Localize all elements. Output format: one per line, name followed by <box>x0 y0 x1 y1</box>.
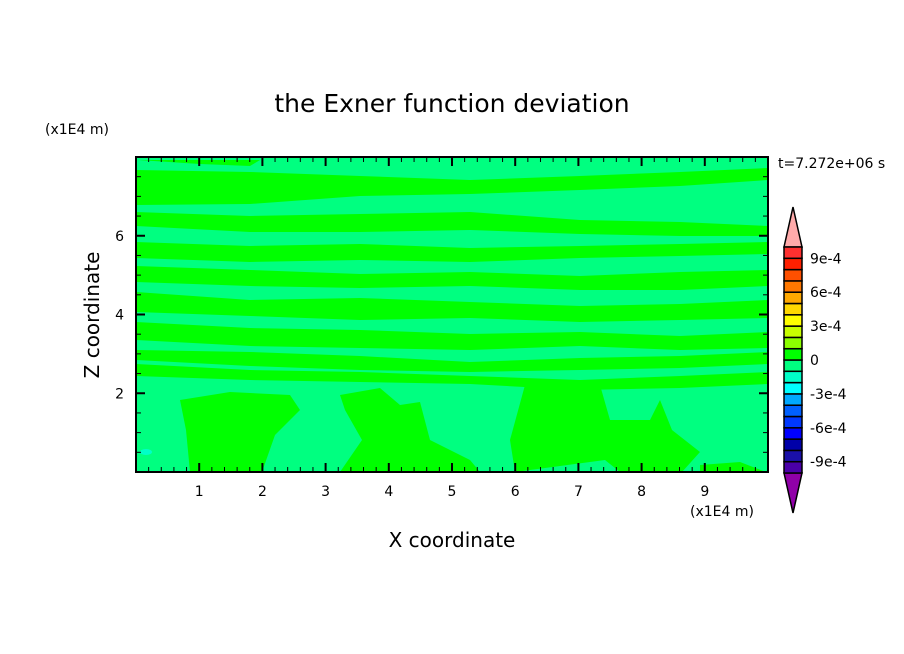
time-label: t=7.272e+06 s <box>778 156 885 172</box>
positive-region <box>700 462 766 472</box>
negative-spot <box>140 449 152 455</box>
colorbar-label: 9e-4 <box>810 251 842 267</box>
colorbar-segment <box>783 336 803 350</box>
y-unit-label: (x1E4 m) <box>45 122 109 138</box>
plot-frame <box>135 156 769 473</box>
colorbar-label: 0 <box>810 353 819 369</box>
colorbar-segment <box>783 415 803 429</box>
y-tick-label: 4 <box>115 308 124 324</box>
colorbar-segment <box>783 359 803 373</box>
x-tick-label: 5 <box>448 484 457 500</box>
colorbar-segment <box>783 257 803 271</box>
x-tick-label: 8 <box>637 484 646 500</box>
colorbar-segment <box>783 314 803 327</box>
colorbar-label: 3e-4 <box>810 319 842 335</box>
colorbar-segment <box>783 427 803 440</box>
y-tick-label: 2 <box>115 386 124 402</box>
colorbar-segment <box>783 460 803 474</box>
colorbar-label: -6e-4 <box>810 421 847 437</box>
colorbar-segment <box>783 404 803 418</box>
colorbar-segment <box>783 381 803 395</box>
x-tick-label: 1 <box>195 484 204 500</box>
y-axis-label: Z coordinate <box>80 252 104 379</box>
y-tick-label: 6 <box>115 229 124 245</box>
colorbar-label: 6e-4 <box>810 285 842 301</box>
x-axis-label: X coordinate <box>389 528 516 552</box>
colorbar-segment <box>783 291 803 305</box>
x-tick-label: 9 <box>700 484 709 500</box>
x-tick-label: 3 <box>321 484 330 500</box>
x-tick-labels: 1 2 3 4 5 6 7 8 9 <box>195 484 710 500</box>
x-tick-label: 6 <box>511 484 520 500</box>
colorbar-segment <box>783 268 803 282</box>
x-tick-label: 4 <box>384 484 393 500</box>
colorbar-segment <box>783 246 803 260</box>
positive-region <box>340 388 480 472</box>
positive-band <box>136 292 768 322</box>
x-unit-label: (x1E4 m) <box>690 504 754 520</box>
positive-band <box>136 242 768 262</box>
positive-band <box>136 322 768 350</box>
colorbar-segment <box>783 449 803 463</box>
chart-title: the Exner function deviation <box>274 89 629 118</box>
y-tick-labels: 2 4 6 <box>115 229 124 403</box>
x-tick-label: 2 <box>258 484 267 500</box>
positive-band <box>136 266 768 290</box>
colorbar-segment <box>783 347 803 361</box>
positive-band <box>136 350 768 372</box>
colorbar: 9e-4 6e-4 3e-4 0 -3e-4 -6e-4 -9e-4 <box>783 206 847 514</box>
colorbar-label: -3e-4 <box>810 387 847 403</box>
colorbar-segment <box>783 280 803 293</box>
colorbar-segment <box>783 370 803 384</box>
colorbar-segment <box>783 302 803 316</box>
colorbar-segment <box>783 325 803 339</box>
positive-band <box>136 212 768 236</box>
positive-band <box>136 168 768 205</box>
colorbar-segment <box>783 438 803 452</box>
contour-field <box>136 157 768 472</box>
positive-band <box>136 364 768 390</box>
colorbar-under-triangle <box>783 472 803 514</box>
colorbar-label: -9e-4 <box>810 455 847 471</box>
positive-region <box>180 392 300 472</box>
colorbar-segment <box>783 393 803 406</box>
positive-region <box>510 385 700 472</box>
x-tick-label: 7 <box>574 484 583 500</box>
colorbar-over-triangle <box>783 206 803 248</box>
